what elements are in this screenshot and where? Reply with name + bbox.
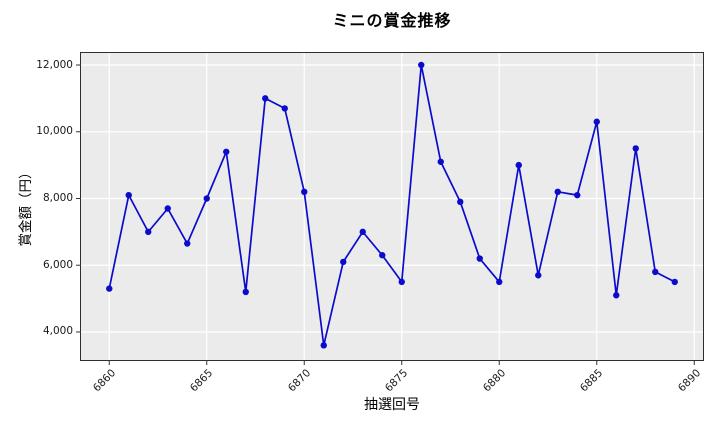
y-axis-label: 賞金額（円） [18,165,34,247]
x-tick-label-text: 6885 [577,367,606,395]
x-tick-label-text: 6875 [382,367,411,395]
y-tick-label: 10,000 [36,125,73,138]
y-tick-label: 8,000 [42,191,73,204]
x-tick-label-text: 6880 [480,367,508,395]
x-tick-label-text: 6870 [285,367,313,395]
chart-title: ミニの賞金推移 [332,11,452,30]
y-tick-label: 6,000 [42,258,73,271]
prize-line-chart-svg [76,52,704,365]
x-axis-label: 抽選回号 [364,397,420,413]
x-tick-label-text: 6865 [187,367,216,395]
x-tick-label-text: 6890 [675,367,703,395]
x-tick-label-text: 6860 [90,367,118,395]
y-tick-label: 4,000 [42,325,73,338]
y-tick-label: 12,000 [36,58,73,71]
plot-area [76,52,704,365]
